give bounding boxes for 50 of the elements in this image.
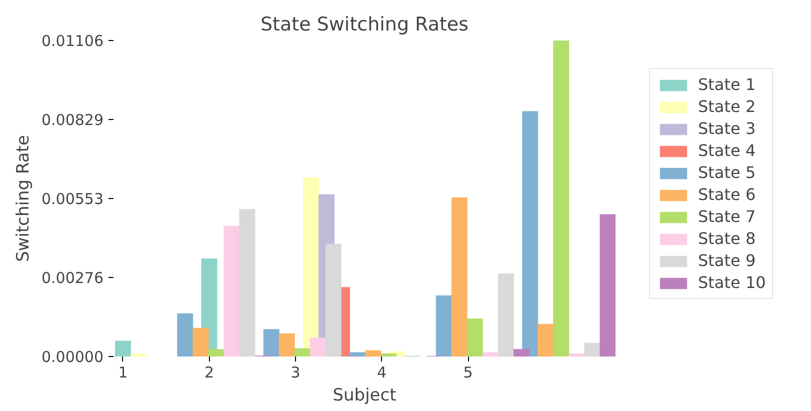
- bar: [553, 40, 570, 356]
- x-tick-label: 3: [290, 364, 300, 382]
- y-tick-label: 0.00829: [41, 111, 104, 130]
- legend-label: State 2: [698, 97, 756, 116]
- x-tick-label: 5: [463, 364, 473, 382]
- bar: [115, 340, 131, 356]
- x-tick-label: 4: [376, 364, 387, 382]
- bar: [278, 333, 295, 356]
- y-tick-label: 0.00553: [41, 190, 104, 208]
- legend-label: State 9: [698, 251, 756, 270]
- bar: [365, 350, 382, 356]
- y-tick-label: 0.00000: [41, 348, 104, 366]
- bar: [522, 111, 538, 356]
- x-tick-label: 2: [204, 364, 214, 382]
- legend-label: State 6: [698, 185, 756, 204]
- bar: [514, 349, 530, 356]
- legend-label: State 10: [698, 273, 766, 292]
- bar: [350, 352, 366, 356]
- legend-label: State 8: [698, 229, 756, 248]
- bar: [325, 244, 342, 356]
- bar: [239, 209, 256, 356]
- y-tick-label: 0.01106: [41, 32, 104, 50]
- bar: [380, 353, 397, 356]
- bar: [451, 197, 468, 356]
- legend-label: State 7: [698, 207, 756, 226]
- bar: [177, 313, 194, 356]
- bar: [294, 348, 310, 356]
- x-tick-label: 1: [118, 364, 128, 382]
- x-axis-title: Subject: [332, 386, 397, 406]
- chart-title: State Switching Rates: [260, 14, 469, 36]
- y-axis-title: Switching Rate: [13, 135, 34, 262]
- bar: [192, 328, 209, 356]
- bar: [498, 273, 514, 356]
- bar: [310, 338, 326, 356]
- legend-label: State 1: [698, 75, 756, 94]
- legend-label: State 3: [698, 119, 756, 138]
- bar: [224, 226, 240, 356]
- bar: [538, 324, 554, 356]
- legend-label: State 4: [698, 141, 756, 160]
- bar: [466, 318, 483, 356]
- bar: [568, 354, 585, 356]
- bar: [584, 342, 600, 356]
- y-tick-label: 0.00276: [41, 269, 104, 288]
- bar: [263, 329, 280, 356]
- bar: [482, 352, 498, 356]
- bar: [600, 214, 616, 356]
- bar: [208, 349, 224, 356]
- legend-label: State 5: [698, 163, 756, 182]
- bar: [436, 295, 452, 356]
- bar: [130, 354, 146, 356]
